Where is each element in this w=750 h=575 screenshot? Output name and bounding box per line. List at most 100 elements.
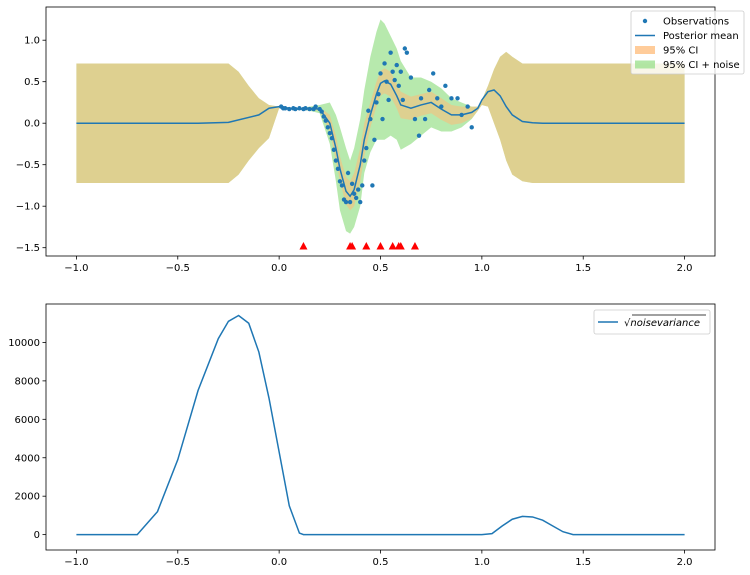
observation-point: [349, 181, 355, 186]
observation-point: [356, 187, 361, 192]
y-tick-label: −1.5: [16, 243, 40, 254]
y-tick-label: −0.5: [16, 160, 40, 171]
observation-point: [392, 77, 397, 83]
x-tick-label: 0.0: [271, 557, 287, 568]
observation-point: [378, 71, 383, 76]
y-tick-label: 0.5: [24, 77, 40, 88]
observation-point: [416, 133, 422, 138]
query-marker: [348, 242, 357, 250]
observation-point: [321, 114, 326, 119]
x-tick-label: 0.5: [373, 557, 389, 568]
x-tick-label: 1.0: [474, 263, 490, 274]
observation-point: [398, 69, 403, 74]
observation-point: [372, 137, 377, 142]
legend-top: Observations Posterior mean 95% CI 95% CI +…: [630, 10, 745, 75]
observation-point: [360, 183, 365, 188]
x-tick-label: 2.0: [677, 263, 693, 274]
observation-point: [337, 179, 343, 184]
observation-point: [380, 116, 385, 122]
x-tick-label: 1.5: [575, 263, 591, 274]
observations-layer: [278, 46, 474, 205]
x-tick-label: 1.5: [575, 557, 591, 568]
observation-point: [362, 158, 367, 163]
observation-point: [422, 116, 428, 122]
observation-point: [374, 100, 379, 105]
observation-point: [394, 62, 399, 68]
y-tick-label: 8000: [15, 376, 40, 387]
observation-point: [331, 147, 337, 152]
legend-bottom: √noisevariance: [593, 309, 711, 335]
observation-point: [283, 106, 288, 111]
y-tick-label: 4000: [15, 453, 40, 464]
observation-point: [287, 106, 292, 112]
query-marker: [388, 242, 397, 250]
legend-label: Posterior mean: [663, 31, 739, 42]
x-tick-label: −1.0: [64, 557, 88, 568]
observation-point: [426, 87, 432, 93]
observation-point: [351, 191, 357, 196]
observation-point: [366, 108, 371, 113]
observation-point: [465, 104, 470, 109]
x-tick-label: −1.0: [64, 263, 88, 274]
query-marker: [299, 242, 308, 250]
y-tick-label: 2000: [15, 492, 40, 503]
x-tick-label: 1.0: [474, 557, 490, 568]
legend-label: √noisevariance: [624, 318, 700, 329]
observation-point: [313, 104, 318, 109]
observation-point: [376, 91, 381, 97]
y-axis-ticks-top: −1.5 −1.0 −0.5 0.0 0.5 1.0: [16, 36, 46, 254]
observation-point: [325, 125, 330, 130]
y-tick-label: 1.0: [24, 36, 40, 47]
observation-point: [408, 75, 414, 80]
query-marker: [396, 242, 405, 250]
observation-point: [343, 199, 349, 205]
legend-patch-swatch: [635, 60, 655, 69]
observation-point: [396, 83, 401, 89]
noise-plot: −1.0 −0.5 0.0 0.5 1.0 1.5 2.0 0 2000 4000 6000 800…: [8, 303, 716, 568]
plot-frame-bottom: [45, 303, 716, 551]
query-marker: [362, 242, 371, 250]
observation-point: [418, 96, 424, 101]
observation-point: [345, 170, 351, 176]
observation-point: [388, 50, 393, 55]
y-tick-label: 0.0: [24, 119, 40, 130]
observation-point: [400, 97, 405, 103]
observation-point: [297, 106, 302, 111]
observation-point: [303, 106, 308, 111]
y-tick-label: 6000: [15, 415, 40, 426]
observation-point: [404, 50, 410, 55]
observation-point: [333, 158, 339, 163]
observation-point: [370, 183, 375, 188]
x-tick-label: 0.0: [271, 263, 287, 274]
observation-point: [319, 109, 324, 114]
x-tick-label: 0.5: [373, 263, 389, 274]
query-marker: [376, 242, 385, 250]
observation-point: [439, 104, 444, 109]
observation-point: [364, 145, 369, 151]
observation-point: [347, 199, 353, 205]
observation-point: [307, 106, 312, 112]
x-tick-label: −0.5: [166, 557, 190, 568]
observation-point: [402, 46, 408, 51]
y-tick-label: 0: [34, 530, 40, 541]
confidence-bands: [76, 19, 685, 234]
observation-point: [431, 71, 436, 76]
observation-point: [455, 96, 460, 101]
observation-point: [449, 96, 454, 101]
observation-point: [443, 83, 448, 89]
x-tick-label: 2.0: [677, 557, 693, 568]
observation-point: [368, 116, 373, 122]
observation-point: [327, 130, 333, 136]
legend-label: 95% CI + noise: [663, 60, 740, 71]
legend-label: Observations: [663, 17, 729, 28]
observation-point: [323, 118, 328, 123]
observation-point: [382, 61, 387, 66]
legend-box: [593, 309, 711, 335]
observation-point: [358, 199, 363, 205]
legend-label: 95% CI: [663, 46, 698, 57]
ci-band: [76, 51, 685, 211]
observation-point: [469, 125, 474, 130]
legend-marker-swatch: [642, 18, 648, 24]
x-axis-ticks-bottom: −1.0 −0.5 0.0 0.5 1.0 1.5 2.0: [64, 550, 693, 568]
